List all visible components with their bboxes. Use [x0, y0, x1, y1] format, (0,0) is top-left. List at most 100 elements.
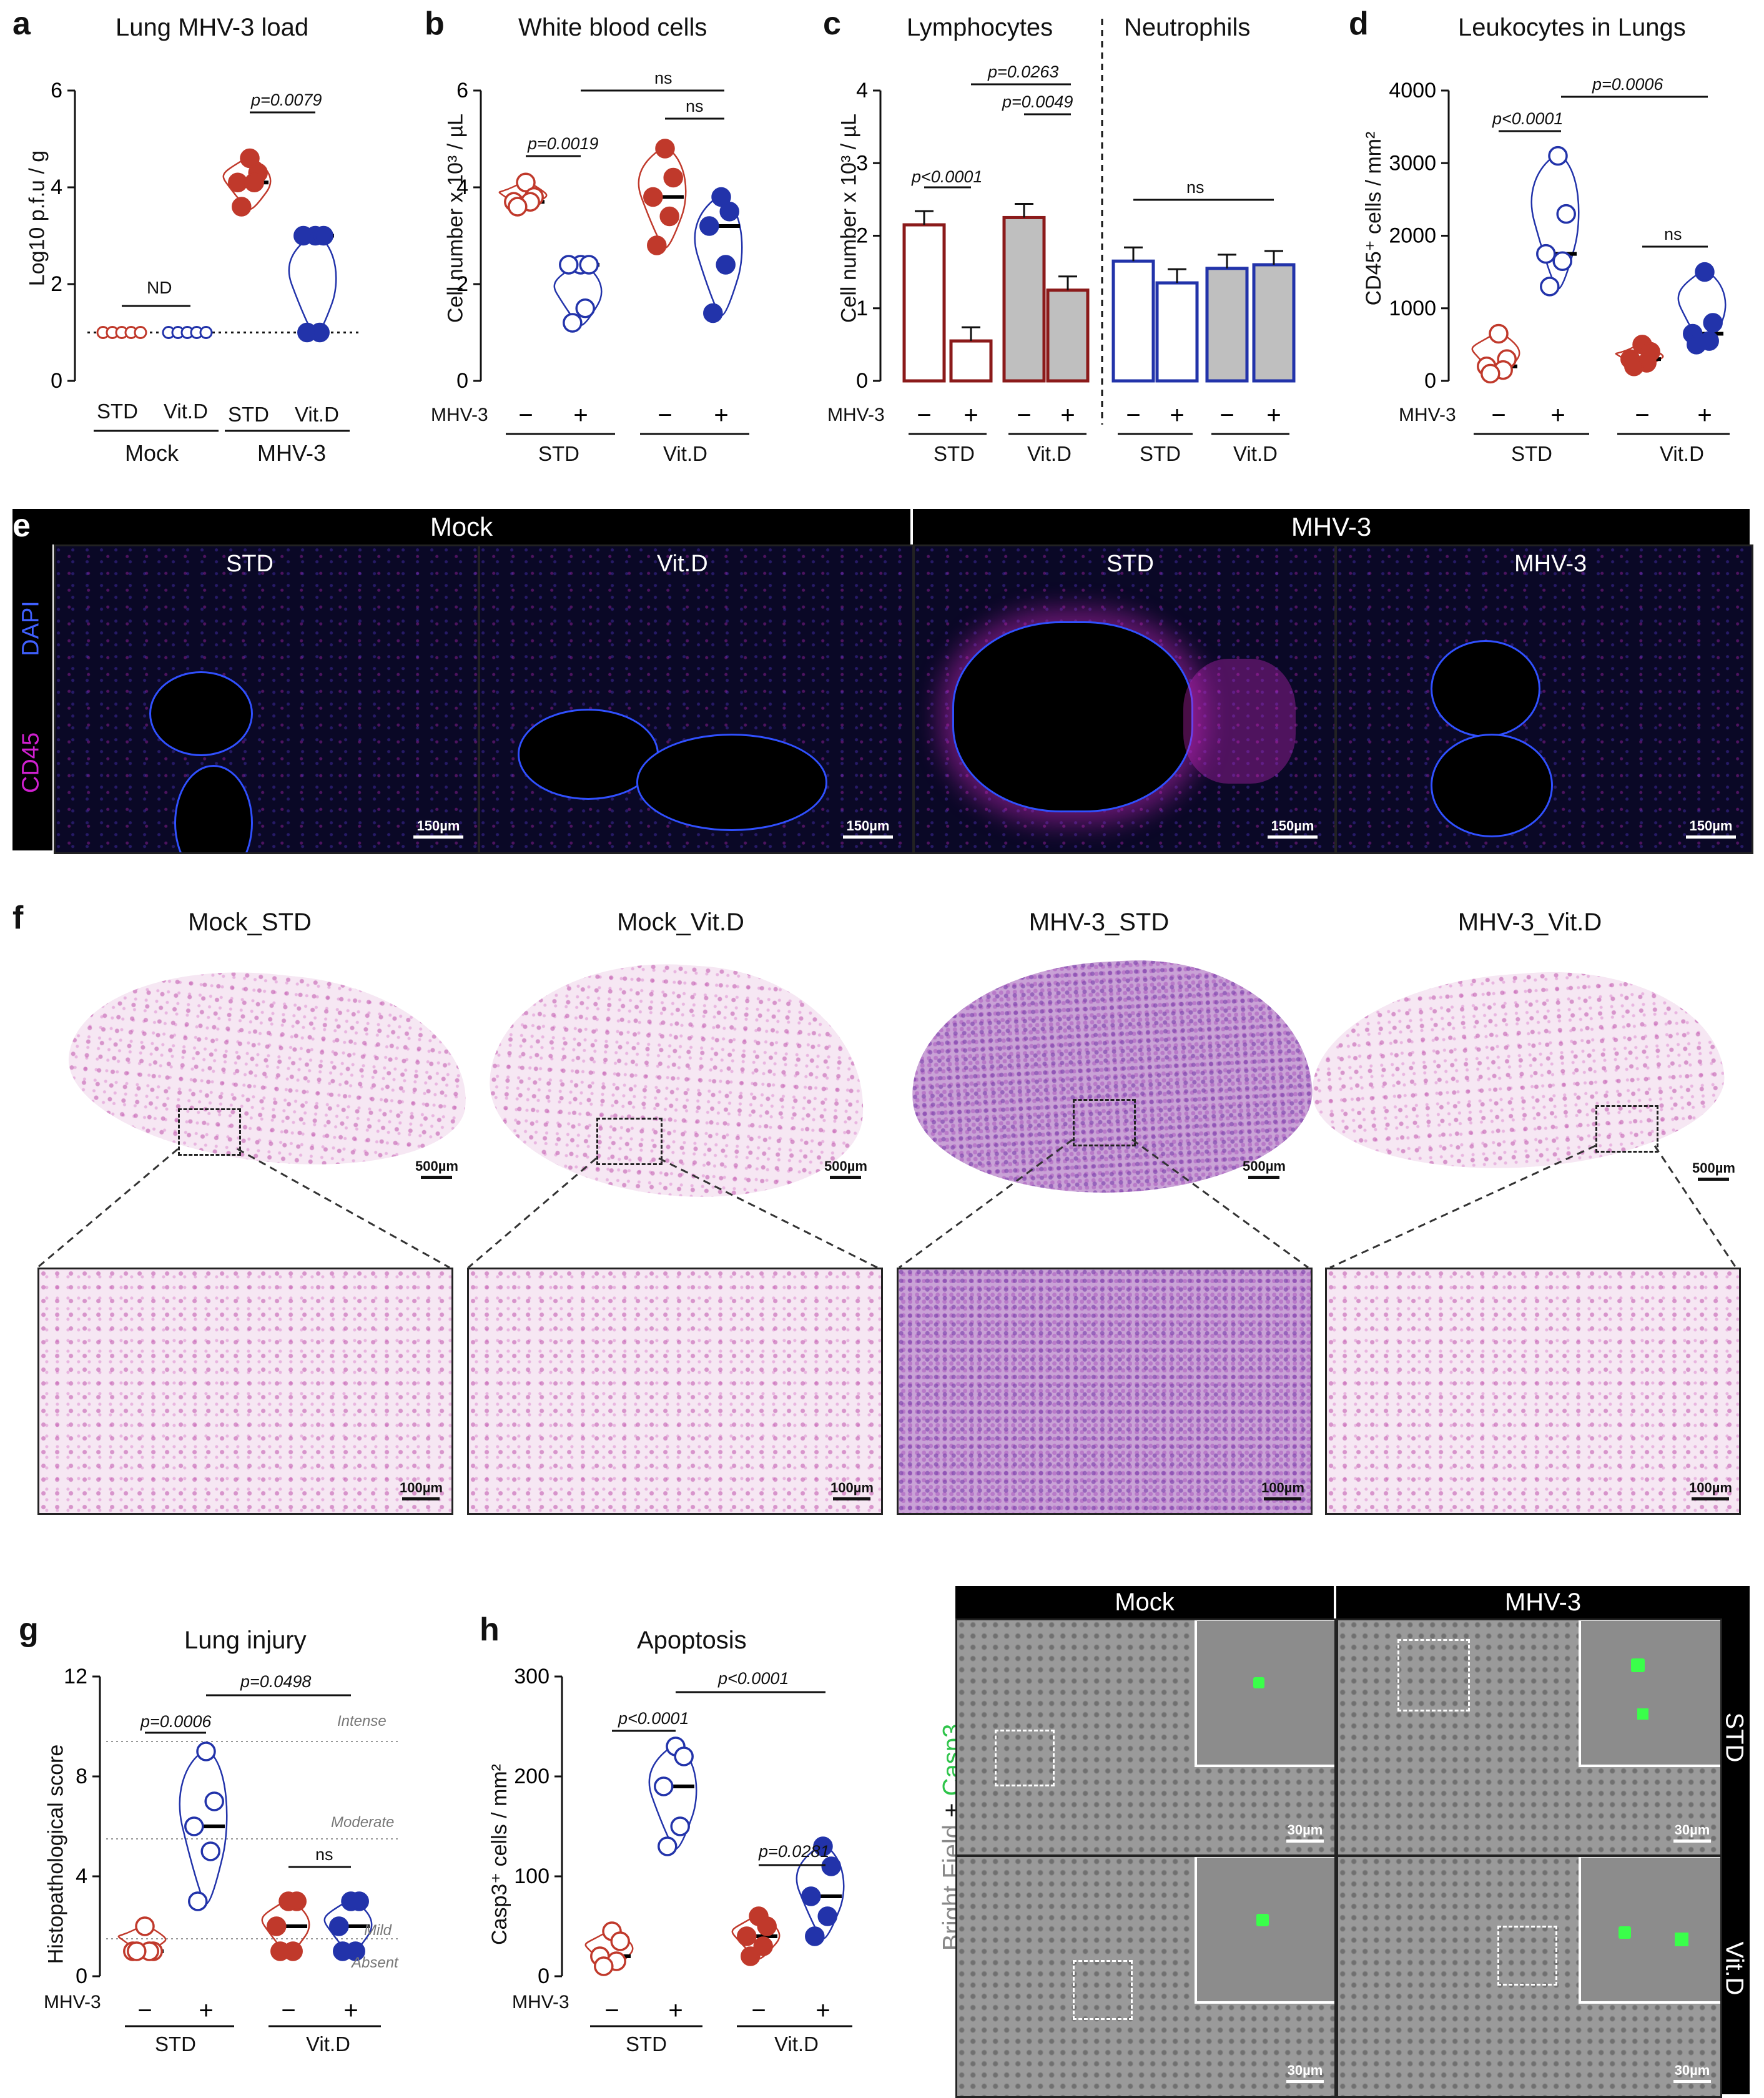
panel-f-small-scale-2: 100µm	[830, 1480, 874, 1500]
chart-h-std-pos-point	[654, 1776, 674, 1796]
panel-letter-g: g	[19, 1612, 39, 1648]
chart-a-group-2: MHV-3	[257, 440, 327, 466]
panel-f-scale-3-label: 500µm	[1243, 1158, 1286, 1174]
chart-c-pm: +	[1170, 401, 1184, 429]
chart-c-group-1: STD	[934, 442, 975, 465]
chart-h-vitd-neg-point	[757, 1916, 777, 1936]
chart-a-xlabel-3: STD	[228, 403, 269, 426]
chart-h-ytick-label: 200	[514, 1765, 549, 1788]
panel-e-sub-4: MHV-3	[1514, 551, 1587, 577]
chart-c-bar	[1111, 259, 1155, 383]
chart-c-ytick-label: 3	[856, 151, 868, 175]
chart-h-ytick-label: 0	[538, 1964, 549, 1988]
chart-h-ylabel: Casp3⁺ cells / mm²	[488, 1764, 511, 1945]
chart-h-vitd-neg-point	[737, 1926, 757, 1946]
panel-e-sub-3: STD	[1106, 551, 1154, 577]
chart-b-vitd-pos-point	[703, 303, 723, 323]
chart-c-ytick-label: 1	[856, 297, 868, 320]
chart-d-std-pos-point	[1548, 145, 1568, 166]
chart-c-pm: −	[917, 401, 931, 429]
chart-b-vitd-neg-point	[647, 235, 667, 255]
chart-a-mhv3-std-point	[244, 172, 264, 192]
chart-g-ns: ns	[315, 1845, 333, 1864]
chart-c-p1: p<0.0001	[912, 167, 983, 186]
chart-g-level-1: Intense	[337, 1713, 387, 1730]
panel-e-image-mock-std	[54, 544, 480, 854]
panel-letter-d: d	[1349, 6, 1369, 42]
chart-a-title: Lung MHV-3 load	[116, 14, 309, 41]
panel-i-scale-3: 30µm	[1286, 2062, 1324, 2083]
chart-c-group-3: STD	[1140, 442, 1181, 465]
chart-a-ylabel: Log10 p.f.u / g	[25, 150, 49, 287]
chart-d-ytick-label: 1000	[1389, 297, 1436, 320]
chart-a-mhv3-vitd-point	[293, 225, 313, 246]
panel-e-sub-2: Vit.D	[657, 551, 708, 577]
chart-b-vitd-neg-point	[655, 139, 675, 159]
panel-e-stain-strip	[12, 544, 52, 850]
chart-c-pm: +	[1266, 401, 1281, 429]
panel-e-scale-1-label: 150µm	[416, 818, 460, 834]
panel-i-header-mock: Mock	[955, 1586, 1334, 1618]
chart-a-pval: p=0.0079	[251, 91, 322, 109]
chart-d-ytick-label: 0	[1424, 369, 1436, 393]
panel-f-scale-1: 500µm	[415, 1158, 458, 1179]
chart-h-p1: p<0.0001	[618, 1709, 689, 1728]
panel-f-zoom-box-4	[1595, 1105, 1658, 1153]
chart-g-vitd-neg-point	[267, 1916, 287, 1936]
panel-e-image-mhv3-vitd	[1335, 544, 1753, 854]
chart-a-mhv3-vitd-point	[313, 225, 333, 246]
panel-letter-f: f	[12, 900, 24, 936]
chart-b-ytick-label: 0	[456, 369, 468, 393]
chart-h-ytick-label: 300	[514, 1665, 549, 1688]
chart-d-pm: +	[1550, 401, 1565, 429]
chart-h-std-neg-point	[594, 1956, 614, 1976]
chart-b-vitd-pos-point	[699, 216, 719, 236]
panel-i-image-mock-std	[955, 1618, 1336, 1856]
chart-h-title: Apoptosis	[637, 1627, 747, 1654]
chart-b-ns2: ns	[686, 97, 704, 116]
panel-e-scale-3-label: 150µm	[1271, 818, 1314, 834]
chart-b-std-neg-point	[508, 197, 528, 217]
chart-c-pm: −	[1126, 401, 1140, 429]
chart-c-pm: +	[1060, 401, 1075, 429]
chart-b-std-pos-point	[575, 298, 595, 318]
panel-i-scale-2: 30µm	[1673, 1822, 1711, 1843]
chart-g-p1: p=0.0006	[140, 1712, 212, 1731]
chart-d-std-pos-point	[1536, 244, 1556, 264]
chart-h-p3: p=0.0281	[759, 1842, 830, 1861]
chart-d-ylabel: CD45⁺ cells / mm²	[1362, 131, 1386, 306]
chart-g-std-pos-point	[204, 1791, 224, 1811]
chart-c-pm: −	[1220, 401, 1234, 429]
panel-e-stain-cd45: CD45	[17, 732, 44, 794]
chart-d-title: Leukocytes in Lungs	[1458, 14, 1686, 41]
panel-f-scale-3: 500µm	[1243, 1158, 1286, 1179]
chart-b-ytick-label: 6	[456, 79, 468, 102]
chart-c-bar	[1046, 288, 1090, 383]
bottom-charts-svg: 0 4 8 12 − + − + 0 100 200 300 − + − +	[64, 1665, 852, 2027]
panel-e-scale-1: 150µm	[413, 818, 463, 839]
chart-c-ytick-label: 2	[856, 224, 868, 248]
chart-c-p3: p=0.0049	[1002, 92, 1073, 111]
chart-g-ytick-label: 8	[76, 1765, 87, 1788]
chart-b-mhv: MHV-3	[431, 405, 488, 425]
panel-f-zoom-image-3	[897, 1268, 1313, 1515]
panel-f-small-scale-1: 100µm	[400, 1480, 443, 1500]
panel-letter-a: a	[12, 6, 31, 42]
panel-f-scale-2: 500µm	[824, 1158, 867, 1179]
chart-a-group-1: Mock	[125, 440, 179, 466]
chart-h-vitd-pos-point	[817, 1906, 837, 1926]
chart-g-pm: −	[281, 1997, 295, 2024]
panel-e-scale-2-label: 150µm	[846, 818, 890, 834]
chart-b-vitd-pos-point	[719, 202, 739, 222]
chart-d-std-neg-point	[1481, 363, 1500, 384]
panel-i-scale-4-label: 30µm	[1674, 2062, 1710, 2078]
chart-h-std-pos-point	[670, 1816, 690, 1836]
panel-i-scale-1-label: 30µm	[1287, 1822, 1323, 1838]
chart-b-group-1: STD	[538, 442, 579, 465]
chart-d-pm: +	[1697, 401, 1712, 429]
chart-d-pm: −	[1635, 401, 1649, 429]
chart-h-vitd-neg-point	[741, 1946, 761, 1966]
panel-f-zoom-image-1	[37, 1268, 453, 1515]
chart-b-pm: −	[658, 401, 672, 429]
chart-h-std-neg-point	[610, 1931, 630, 1951]
